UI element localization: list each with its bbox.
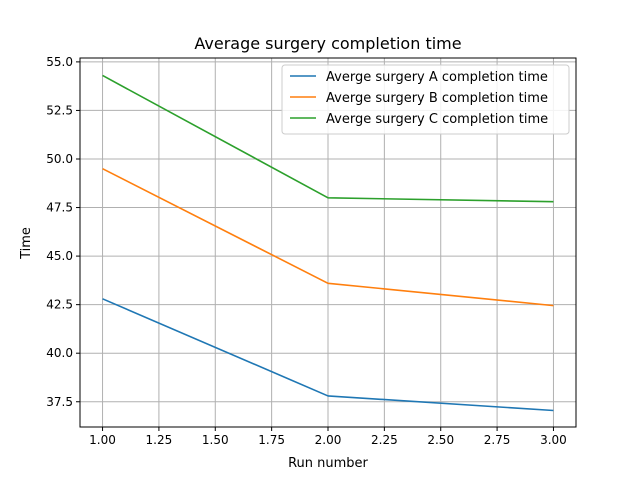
y-tick-label: 55.0: [46, 55, 73, 69]
y-tick-label: 42.5: [46, 298, 73, 312]
x-tick-label: 2.25: [371, 433, 398, 447]
legend-label: Averge surgery A completion time: [326, 70, 548, 85]
ticks: 1.00 1.25 1.50 1.75 2.00 2.25 2.50 2.75 3.00 37.5…: [46, 55, 567, 447]
x-tick-label: 1.50: [202, 433, 229, 447]
x-tick-label: 3.00: [540, 433, 567, 447]
y-tick-label: 45.0: [46, 249, 73, 263]
legend-label: Averge surgery B completion time: [326, 91, 548, 106]
y-tick-label: 37.5: [46, 395, 73, 409]
y-tick-label: 40.0: [46, 346, 73, 360]
x-tick-label: 1.25: [146, 433, 173, 447]
x-tick-label: 1.75: [258, 433, 285, 447]
x-axis-label: Run number: [288, 456, 368, 471]
series-line-0: [102, 298, 554, 412]
x-tick-label: 2.50: [427, 433, 454, 447]
legend-box: [281, 64, 570, 135]
series-line-1: [102, 167, 554, 307]
x-tick-label: 2.00: [315, 433, 342, 447]
x-tick-label: 1.00: [89, 433, 116, 447]
legend-label: Averge surgery C completion time: [326, 112, 548, 127]
x-tick-label: 2.75: [484, 433, 511, 447]
y-axis-label: Time: [19, 227, 34, 260]
y-tick-label: 47.5: [46, 201, 73, 215]
legend: Averge surgery A completion time Averge s…: [281, 64, 570, 135]
series-line-2: [102, 74, 554, 203]
y-tick-label: 52.5: [46, 103, 73, 117]
series-group: [102, 74, 554, 412]
chart-title: Average surgery completion time: [194, 34, 461, 53]
y-tick-label: 50.0: [46, 152, 73, 166]
